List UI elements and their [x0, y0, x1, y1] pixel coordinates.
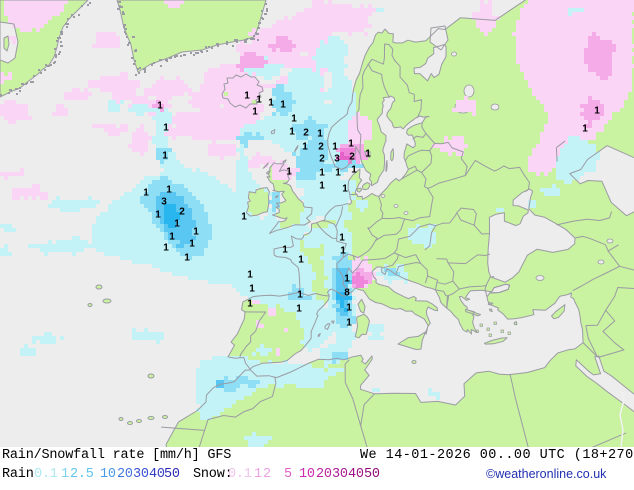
svg-text:1: 1: [340, 246, 346, 257]
svg-text:1: 1: [252, 107, 258, 118]
svg-text:1: 1: [319, 181, 325, 192]
svg-text:1: 1: [249, 284, 255, 295]
svg-text:1: 1: [332, 142, 338, 153]
svg-text:1: 1: [348, 139, 354, 150]
svg-text:1: 1: [163, 123, 169, 134]
svg-text:1: 1: [582, 124, 588, 135]
svg-text:1: 1: [594, 106, 600, 117]
svg-text:1: 1: [193, 227, 199, 238]
svg-text:8: 8: [344, 288, 350, 299]
svg-text:1: 1: [247, 270, 253, 281]
svg-text:1: 1: [351, 165, 357, 176]
svg-text:1: 1: [296, 304, 302, 315]
svg-text:1: 1: [244, 91, 250, 102]
svg-text:1: 1: [162, 151, 168, 162]
svg-text:2: 2: [318, 142, 324, 153]
svg-text:1: 1: [241, 212, 247, 223]
svg-text:1: 1: [256, 95, 262, 106]
svg-text:1: 1: [317, 129, 323, 140]
svg-text:1: 1: [319, 168, 325, 179]
svg-text:1: 1: [291, 114, 297, 125]
svg-text:1: 1: [365, 149, 371, 160]
svg-text:1: 1: [247, 299, 253, 310]
svg-text:1: 1: [289, 127, 295, 138]
svg-text:1: 1: [346, 303, 352, 314]
svg-text:1: 1: [280, 100, 286, 111]
svg-text:1: 1: [157, 101, 163, 112]
svg-text:1: 1: [163, 243, 169, 254]
svg-text:1: 1: [184, 253, 190, 264]
svg-text:1: 1: [174, 219, 180, 230]
svg-text:1: 1: [286, 167, 292, 178]
svg-text:1: 1: [302, 142, 308, 153]
svg-text:2: 2: [303, 128, 309, 139]
svg-text:1: 1: [143, 188, 149, 199]
svg-text:1: 1: [335, 168, 341, 179]
svg-text:1: 1: [155, 210, 161, 221]
svg-text:1: 1: [189, 239, 195, 250]
svg-text:2: 2: [179, 207, 185, 218]
svg-text:3: 3: [334, 154, 340, 165]
svg-text:1: 1: [344, 274, 350, 285]
svg-text:1: 1: [169, 232, 175, 243]
svg-text:1: 1: [166, 185, 172, 196]
svg-text:2: 2: [349, 152, 355, 163]
svg-text:1: 1: [268, 98, 274, 109]
svg-text:3: 3: [161, 197, 167, 208]
svg-text:1: 1: [298, 255, 304, 266]
svg-text:1: 1: [346, 318, 352, 329]
svg-text:2: 2: [319, 154, 325, 165]
svg-text:1: 1: [342, 184, 348, 195]
svg-text:1: 1: [339, 233, 345, 244]
svg-text:1: 1: [282, 245, 288, 256]
svg-text:1: 1: [297, 290, 303, 301]
